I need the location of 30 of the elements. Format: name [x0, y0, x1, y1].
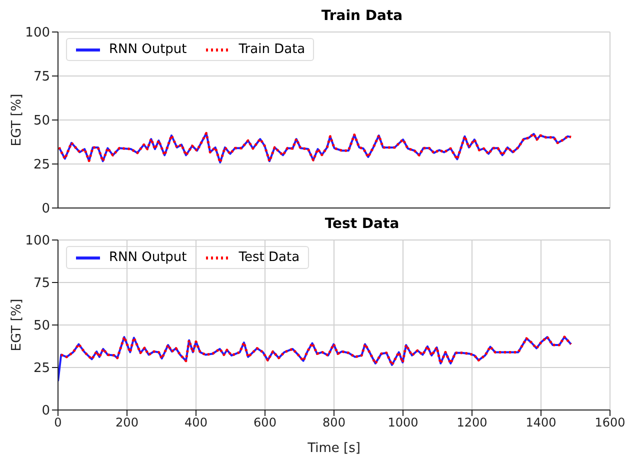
legend-label: RNN Output: [109, 250, 187, 265]
y-tick-label: 50: [33, 318, 50, 334]
line-series: [58, 336, 572, 382]
legend-label: Test Data: [238, 250, 300, 265]
x-tick-label: 1600: [594, 416, 626, 430]
x-tick-label: 600: [254, 416, 276, 430]
x-tick-label: 0: [54, 416, 62, 430]
legend-label: Train Data: [238, 42, 306, 57]
y-tick-label: 25: [33, 361, 50, 376]
y-axis-title: EGT [%]: [10, 298, 25, 352]
legend-label: RNN Output: [109, 42, 187, 57]
x-axis-title: Time [s]: [306, 441, 360, 456]
y-tick-label: 75: [33, 276, 50, 292]
y-tick-label: 75: [33, 70, 50, 85]
y-tick-label: 0: [42, 202, 50, 217]
y-tick-label: 50: [33, 114, 50, 129]
chart-title: Test Data: [324, 216, 400, 234]
chart-title: Train Data: [320, 8, 404, 26]
x-tick-label: 1200: [456, 416, 488, 430]
x-tick-label: 800: [322, 416, 346, 430]
x-tick-label: 1000: [388, 416, 418, 430]
y-axis-title: EGT [%]: [10, 94, 25, 146]
y-tick-label: 0: [42, 404, 50, 419]
x-tick-label: 200: [116, 416, 138, 430]
line-series: [60, 336, 572, 366]
y-tick-label: 100: [25, 234, 50, 249]
x-tick-label: 1400: [526, 416, 556, 430]
y-tick-label: 25: [33, 158, 50, 173]
x-tick-label: 400: [184, 416, 208, 430]
y-tick-label: 100: [25, 26, 50, 41]
